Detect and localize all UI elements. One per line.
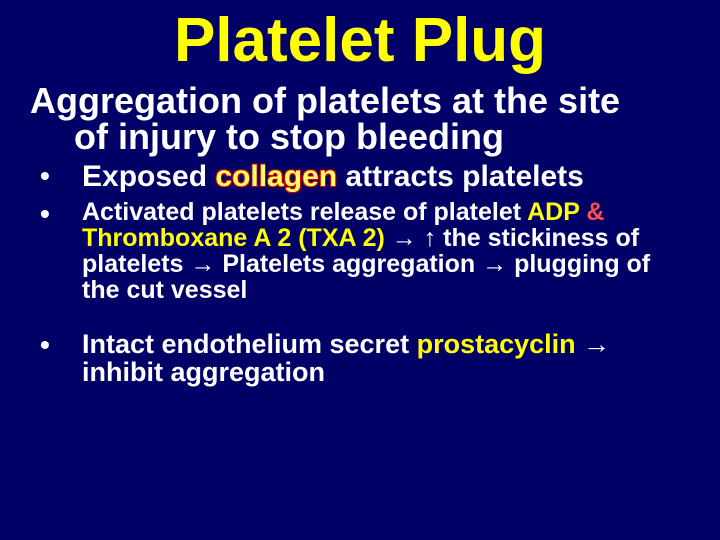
- b2-t1: Activated platelets release of platelet: [82, 198, 527, 226]
- bullet-2: Activated platelets release of platelet …: [28, 199, 692, 304]
- b2-amp: &: [579, 198, 604, 226]
- bullet-1-highlight: collagen: [215, 160, 337, 193]
- slide-title: Platelet Plug: [28, 8, 692, 73]
- b3-prostacyclin: prostacyclin: [417, 329, 576, 359]
- b2-adp: ADP: [527, 198, 579, 226]
- slide-subtitle: Aggregation of platelets at the site of …: [28, 83, 692, 155]
- bullet-3: Intact endothelium secret prostacyclin →…: [28, 330, 692, 387]
- bullet-list: Exposed collagen attracts platelets Acti…: [28, 161, 692, 386]
- b2-arrow3: →: [482, 250, 507, 278]
- b2-t3: Platelets aggregation: [215, 250, 482, 278]
- b3-t2: inhibit aggregation: [82, 357, 325, 387]
- b3-t1: Intact endothelium secret: [82, 329, 417, 359]
- bullet-1: Exposed collagen attracts platelets: [28, 161, 692, 193]
- bullet-1-suffix: attracts platelets: [337, 160, 584, 193]
- b2-uparrow: ↑: [424, 224, 437, 252]
- b2-txa: Thromboxane A 2 (TXA 2): [82, 224, 385, 252]
- b2-arrow1: →: [385, 224, 424, 252]
- b2-arrow2: →: [190, 250, 215, 278]
- subtitle-line1: Aggregation of platelets at the site: [30, 80, 620, 121]
- subtitle-line2: of injury to stop bleeding: [32, 119, 692, 155]
- b3-arrow: →: [576, 329, 611, 359]
- bullet-1-prefix: Exposed: [82, 160, 215, 193]
